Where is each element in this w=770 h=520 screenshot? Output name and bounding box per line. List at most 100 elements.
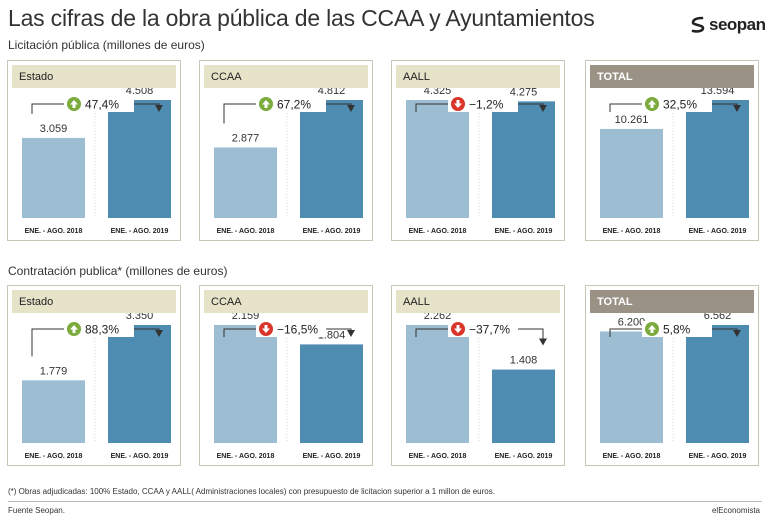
chart-panel-total: 10.261 13.594 ENE. - AGO. 2018 ENE. - AGO. …	[585, 60, 759, 241]
category-label: ENE. - AGO. 2018	[409, 453, 467, 460]
arrow-glyph	[70, 325, 78, 333]
bar-2019	[108, 325, 171, 443]
bar-2019	[300, 100, 363, 218]
category-label: ENE. - AGO. 2019	[495, 453, 553, 460]
data-label: 10.261	[615, 114, 649, 126]
data-label: 13.594	[701, 85, 735, 97]
change-arrowhead	[733, 105, 741, 112]
change-arrowhead	[347, 105, 355, 112]
data-label: 2.262	[424, 310, 452, 322]
bar-2018	[22, 137, 85, 218]
bar-chart-svg: 4.325 4.275 ENE. - AGO. 2018 ENE. - AGO. 20…	[406, 85, 555, 235]
change-label-bg	[64, 321, 134, 337]
change-label: 88,3%	[85, 323, 119, 337]
panel-title: AALL	[396, 290, 560, 313]
bar-2019	[108, 100, 171, 218]
arrow-glyph	[262, 100, 270, 108]
arrow-glyph	[262, 325, 270, 333]
category-label: ENE. - AGO. 2019	[111, 228, 169, 235]
panel-title: CCAA	[204, 290, 368, 313]
category-label: ENE. - AGO. 2018	[603, 453, 661, 460]
bar-2018	[406, 325, 469, 443]
bar-2018	[214, 325, 277, 443]
panel-title: AALL	[396, 65, 560, 88]
category-label: ENE. - AGO. 2019	[303, 453, 361, 460]
change-label: 5,8%	[663, 323, 691, 337]
bar-2018	[600, 331, 663, 443]
bar-2018	[406, 100, 469, 218]
category-label: ENE. - AGO. 2018	[25, 453, 83, 460]
chart-panel-estado: 3.059 4.508 ENE. - AGO. 2018 ENE. - AGO. 20…	[7, 60, 181, 241]
panel-title: Estado	[12, 65, 176, 88]
source-note: Fuente Seopan.	[8, 506, 65, 515]
change-label-bg	[642, 321, 712, 337]
data-label: 6.200	[618, 317, 646, 329]
bar-2019	[686, 100, 749, 218]
bar-chart-svg: 10.261 13.594 ENE. - AGO. 2018 ENE. - AGO. …	[600, 85, 749, 235]
data-label: 4.275	[510, 86, 538, 98]
bar-chart-svg: 6.200 6.562 ENE. - AGO. 2018 ENE. - AGO. 20…	[600, 310, 749, 460]
category-label: ENE. - AGO. 2019	[689, 228, 747, 235]
data-label: 1.779	[40, 365, 68, 377]
bar-2019	[686, 325, 749, 443]
change-label: 47,4%	[85, 98, 119, 112]
seopan-logo: seopan	[690, 14, 766, 36]
footer-divider	[8, 501, 762, 502]
bar-chart-svg: 3.059 4.508 ENE. - AGO. 2018 ENE. - AGO. 20…	[22, 85, 171, 235]
change-label: −1,2%	[469, 98, 504, 112]
bar-chart-svg: 1.779 3.350 ENE. - AGO. 2018 ENE. - AGO. 20…	[22, 310, 171, 460]
category-label: ENE. - AGO. 2019	[111, 453, 169, 460]
data-label: 6.562	[704, 310, 732, 322]
chart-panel-aall: 4.325 4.275 ENE. - AGO. 2018 ENE. - AGO. 20…	[391, 60, 565, 241]
category-label: ENE. - AGO. 2018	[25, 228, 83, 235]
category-label: ENE. - AGO. 2018	[217, 453, 275, 460]
change-label-bg	[64, 96, 134, 112]
change-label: −16,5%	[277, 323, 318, 337]
change-label-bg	[256, 321, 326, 337]
seopan-logo-text: seopan	[709, 15, 766, 34]
arrow-glyph	[648, 100, 656, 108]
change-label-bg	[448, 321, 518, 337]
change-arrowhead	[347, 330, 355, 337]
section-label-licitacion: Licitación pública (millones de euros)	[8, 38, 205, 52]
credit-note: elEconomista	[711, 506, 760, 515]
change-arrowhead	[539, 338, 547, 346]
bar-2018	[214, 147, 277, 218]
panel-title: TOTAL	[590, 290, 754, 313]
section-label-contratacion: Contratación publica* (millones de euros…	[8, 264, 228, 278]
seopan-logo-icon	[691, 16, 705, 33]
panel-title: TOTAL	[590, 65, 754, 88]
bar-chart-svg: 2.262 1.408 ENE. - AGO. 2018 ENE. - AGO. 20…	[406, 310, 555, 460]
chart-panel-total: 6.200 6.562 ENE. - AGO. 2018 ENE. - AGO. 20…	[585, 285, 759, 466]
arrow-glyph	[648, 325, 656, 333]
arrow-glyph	[454, 100, 462, 108]
chart-panel-ccaa: 2.159 1.804 ENE. - AGO. 2018 ENE. - AGO. 20…	[199, 285, 373, 466]
change-arrowhead	[155, 105, 163, 112]
data-label: 2.877	[232, 132, 260, 144]
chart-panel-estado: 1.779 3.350 ENE. - AGO. 2018 ENE. - AGO. 20…	[7, 285, 181, 466]
change-label: −37,7%	[469, 323, 510, 337]
change-arrowhead	[733, 330, 741, 337]
category-label: ENE. - AGO. 2019	[689, 453, 747, 460]
arrow-glyph	[70, 100, 78, 108]
bar-2019	[492, 369, 555, 443]
data-label: 1.408	[510, 355, 538, 367]
category-label: ENE. - AGO. 2018	[603, 228, 661, 235]
bar-2019	[492, 101, 555, 218]
bar-2019	[300, 344, 363, 443]
arrow-glyph	[454, 325, 462, 333]
page-title: Las cifras de la obra pública de las CCA…	[8, 5, 595, 31]
data-label: 4.812	[318, 85, 346, 97]
category-label: ENE. - AGO. 2019	[303, 228, 361, 235]
category-label: ENE. - AGO. 2018	[217, 228, 275, 235]
change-label: 32,5%	[663, 98, 697, 112]
change-label-bg	[448, 96, 518, 112]
data-label: 2.159	[232, 310, 260, 322]
category-label: ENE. - AGO. 2018	[409, 228, 467, 235]
panel-title: Estado	[12, 290, 176, 313]
change-label-bg	[642, 96, 712, 112]
chart-panel-aall: 2.262 1.408 ENE. - AGO. 2018 ENE. - AGO. 20…	[391, 285, 565, 466]
category-label: ENE. - AGO. 2019	[495, 228, 553, 235]
change-label-bg	[256, 96, 326, 112]
